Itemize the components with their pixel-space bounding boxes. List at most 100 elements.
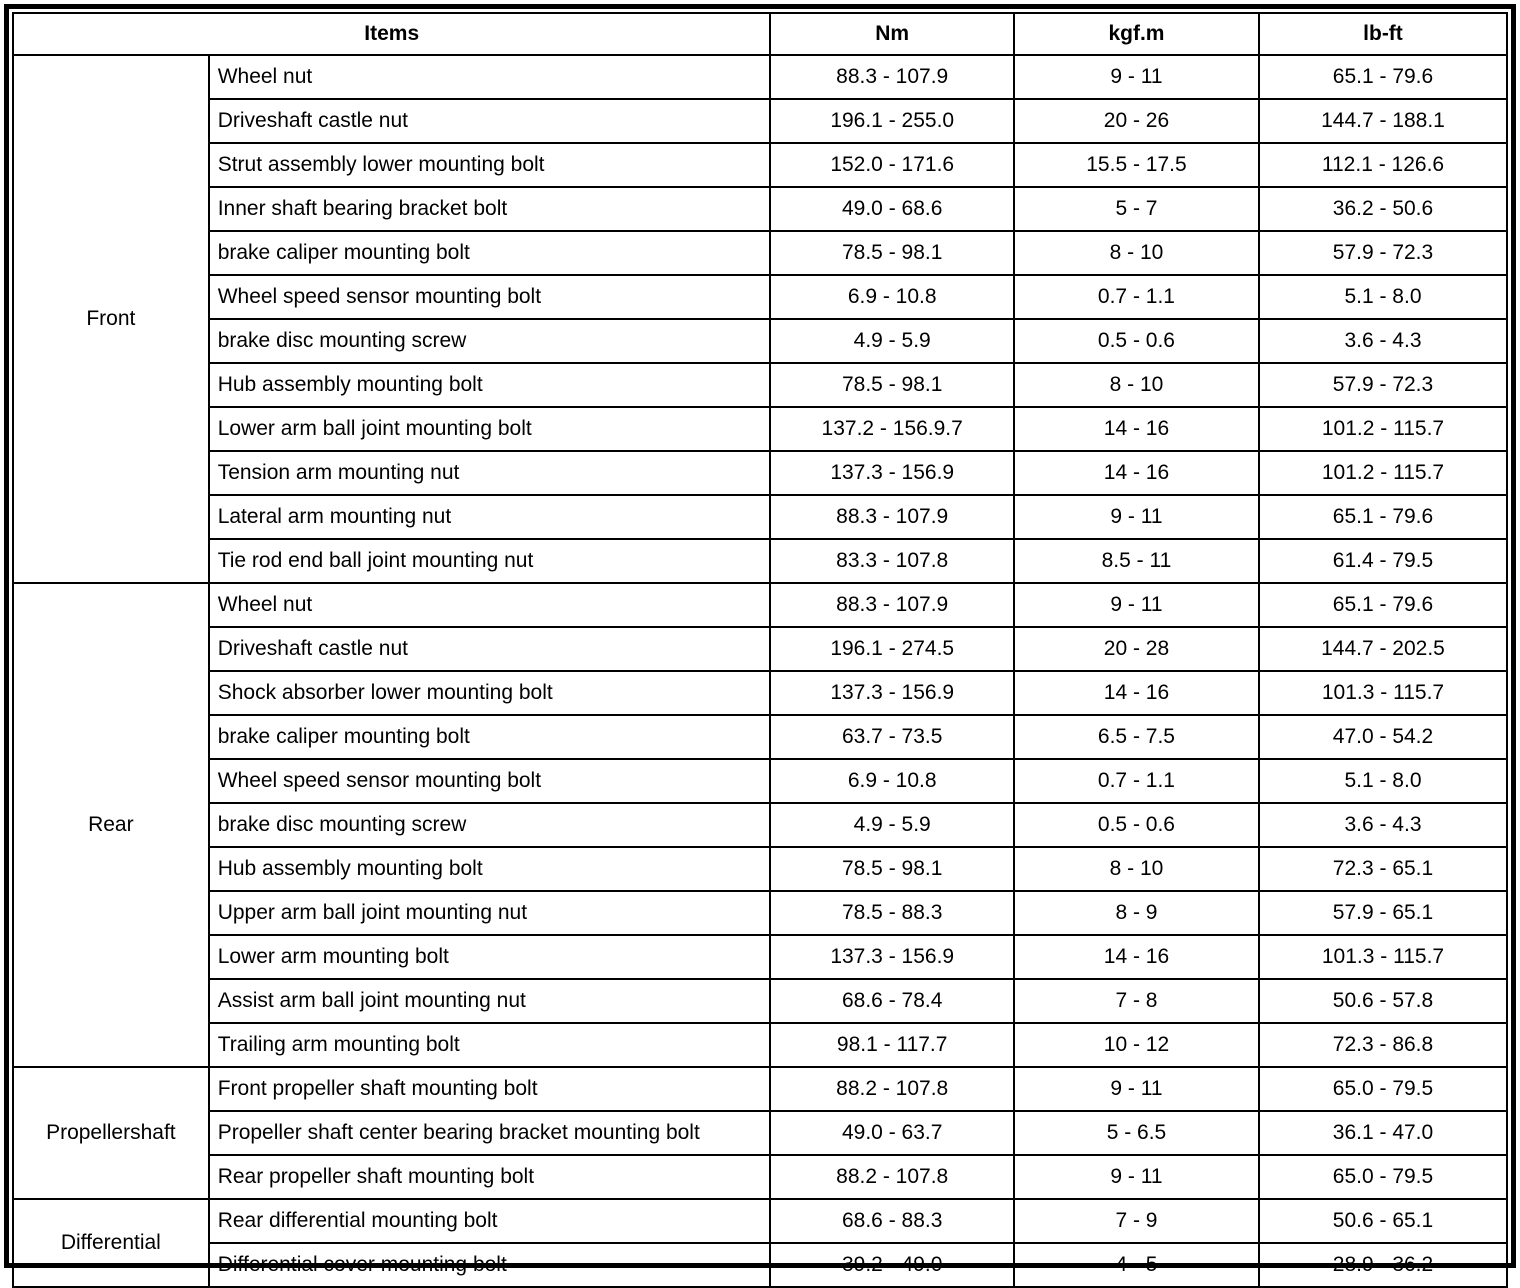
- lbft-value-cell: 61.4 - 79.5: [1257, 538, 1509, 584]
- nm-value-cell: 6.9 - 10.8: [769, 758, 1015, 804]
- item-cell: brake disc mounting screw: [207, 802, 772, 848]
- nm-value-cell: 88.2 - 107.8: [769, 1066, 1015, 1112]
- item-cell: Driveshaft castle nut: [207, 98, 772, 144]
- kgfm-value-cell: 20 - 28: [1012, 626, 1260, 672]
- item-cell: Propeller shaft center bearing bracket m…: [207, 1110, 772, 1156]
- lbft-value-cell: 36.1 - 47.0: [1257, 1110, 1509, 1156]
- table-row: Lateral arm mounting nut 88.3 - 107.9 9 - …: [13, 494, 1509, 540]
- item-cell: Tie rod end ball joint mounting nut: [207, 538, 772, 584]
- kgfm-value-cell: 7 - 8: [1012, 978, 1260, 1024]
- item-cell: brake disc mounting screw: [207, 318, 772, 364]
- nm-value-cell: 4.9 - 5.9: [769, 802, 1015, 848]
- lbft-value-cell: 65.1 - 79.6: [1257, 494, 1509, 540]
- nm-value-cell: 88.3 - 107.9: [769, 494, 1015, 540]
- nm-value-cell: 137.3 - 156.9: [769, 934, 1015, 980]
- kgfm-value-cell: 0.5 - 0.6: [1012, 318, 1260, 364]
- item-cell: Driveshaft castle nut: [207, 626, 772, 672]
- table-row: Trailing arm mounting bolt 98.1 - 117.7 10…: [13, 1022, 1509, 1068]
- lbft-value-cell: 47.0 - 54.2: [1257, 714, 1509, 760]
- item-cell: Rear propeller shaft mounting bolt: [207, 1154, 772, 1200]
- table-row: Driveshaft castle nut 196.1 - 255.0 20 - 2…: [13, 98, 1509, 144]
- kgfm-value-cell: 14 - 16: [1012, 450, 1260, 496]
- lbft-value-cell: 144.7 - 202.5: [1257, 626, 1509, 672]
- kgfm-value-cell: 9 - 11: [1012, 54, 1260, 100]
- table-row: Driveshaft castle nut 196.1 - 274.5 20 - 2…: [13, 626, 1509, 672]
- table-row: Shock absorber lower mounting bolt 137.3 …: [13, 670, 1509, 716]
- item-cell: Strut assembly lower mounting bolt: [207, 142, 772, 188]
- nm-value-cell: 68.6 - 78.4: [769, 978, 1015, 1024]
- kgfm-value-cell: 7 - 9: [1012, 1198, 1260, 1244]
- lbft-value-cell: 65.1 - 79.6: [1257, 54, 1509, 100]
- lbft-value-cell: 57.9 - 65.1: [1257, 890, 1509, 936]
- table-row: Rear propeller shaft mounting bolt 88.2 -…: [13, 1154, 1509, 1200]
- lbft-value-cell: 101.2 - 115.7: [1257, 450, 1509, 496]
- item-cell: Lateral arm mounting nut: [207, 494, 772, 540]
- nm-value-cell: 98.1 - 117.7: [769, 1022, 1015, 1068]
- item-cell: Rear differential mounting bolt: [207, 1198, 772, 1244]
- nm-value-cell: 39.2 - 49.0: [769, 1242, 1015, 1288]
- lbft-value-cell: 65.1 - 79.6: [1257, 582, 1509, 628]
- column-header-kgfm: kgf.m: [1012, 12, 1260, 56]
- torque-spec-table: Items Nm kgf.m lb-ft Front Wheel nut 88.3 …: [11, 12, 1509, 1288]
- lbft-value-cell: 3.6 - 4.3: [1257, 318, 1509, 364]
- lbft-value-cell: 144.7 - 188.1: [1257, 98, 1509, 144]
- kgfm-value-cell: 0.7 - 1.1: [1012, 274, 1260, 320]
- kgfm-value-cell: 8 - 10: [1012, 362, 1260, 408]
- table-row: Wheel speed sensor mounting bolt 6.9 - 10…: [13, 758, 1509, 804]
- header-row: Items Nm kgf.m lb-ft: [11, 12, 1509, 56]
- kgfm-value-cell: 8 - 10: [1012, 846, 1260, 892]
- table-row: Assist arm ball joint mounting nut 68.6 -…: [13, 978, 1509, 1024]
- item-cell: Wheel speed sensor mounting bolt: [207, 758, 772, 804]
- table-row: Hub assembly mounting bolt 78.5 - 98.1 8 -…: [13, 846, 1509, 892]
- item-cell: brake caliper mounting bolt: [207, 714, 772, 760]
- table-row: brake disc mounting screw 4.9 - 5.9 0.5 - …: [13, 802, 1509, 848]
- nm-value-cell: 88.3 - 107.9: [769, 54, 1015, 100]
- lbft-value-cell: 72.3 - 86.8: [1257, 1022, 1509, 1068]
- item-cell: Front propeller shaft mounting bolt: [207, 1066, 772, 1112]
- kgfm-value-cell: 0.5 - 0.6: [1012, 802, 1260, 848]
- kgfm-value-cell: 8 - 10: [1012, 230, 1260, 276]
- kgfm-value-cell: 10 - 12: [1012, 1022, 1260, 1068]
- lbft-value-cell: 57.9 - 72.3: [1257, 230, 1509, 276]
- lbft-value-cell: 3.6 - 4.3: [1257, 802, 1509, 848]
- table-row: Wheel speed sensor mounting bolt 6.9 - 10…: [13, 274, 1509, 320]
- lbft-value-cell: 112.1 - 126.6: [1257, 142, 1509, 188]
- kgfm-value-cell: 9 - 11: [1012, 582, 1260, 628]
- kgfm-value-cell: 8 - 9: [1012, 890, 1260, 936]
- kgfm-value-cell: 20 - 26: [1012, 98, 1260, 144]
- group-cell: Differential: [12, 1198, 210, 1288]
- group-cell: Rear: [12, 582, 210, 1068]
- table-row: Tie rod end ball joint mounting nut 83.3 …: [13, 538, 1509, 584]
- item-cell: brake caliper mounting bolt: [207, 230, 772, 276]
- kgfm-value-cell: 6.5 - 7.5: [1012, 714, 1260, 760]
- nm-value-cell: 137.2 - 156.9.7: [769, 406, 1015, 452]
- item-cell: Wheel nut: [207, 582, 772, 628]
- column-header-items: Items: [11, 12, 772, 56]
- item-cell: Wheel speed sensor mounting bolt: [207, 274, 772, 320]
- table-row: Strut assembly lower mounting bolt 152.0 …: [13, 142, 1509, 188]
- table-row: brake caliper mounting bolt 63.7 - 73.5 6.…: [13, 714, 1509, 760]
- item-cell: Lower arm ball joint mounting bolt: [207, 406, 772, 452]
- kgfm-value-cell: 8.5 - 11: [1012, 538, 1260, 584]
- kgfm-value-cell: 9 - 11: [1012, 494, 1260, 540]
- nm-value-cell: 78.5 - 88.3: [769, 890, 1015, 936]
- kgfm-value-cell: 14 - 16: [1012, 670, 1260, 716]
- kgfm-value-cell: 14 - 16: [1012, 934, 1260, 980]
- kgfm-value-cell: 9 - 11: [1012, 1066, 1260, 1112]
- nm-value-cell: 49.0 - 63.7: [769, 1110, 1015, 1156]
- table-row: Hub assembly mounting bolt 78.5 - 98.1 8 -…: [13, 362, 1509, 408]
- item-cell: Inner shaft bearing bracket bolt: [207, 186, 772, 232]
- nm-value-cell: 68.6 - 88.3: [769, 1198, 1015, 1244]
- kgfm-value-cell: 5 - 7: [1012, 186, 1260, 232]
- lbft-value-cell: 5.1 - 8.0: [1257, 274, 1509, 320]
- nm-value-cell: 137.3 - 156.9: [769, 450, 1015, 496]
- lbft-value-cell: 36.2 - 50.6: [1257, 186, 1509, 232]
- table-row: Front Wheel nut 88.3 - 107.9 9 - 11 65.1 - 7…: [12, 54, 1509, 584]
- item-cell: Trailing arm mounting bolt: [207, 1022, 772, 1068]
- table-row: Differential cover mounting bolt 39.2 - 4…: [13, 1242, 1509, 1288]
- nm-value-cell: 152.0 - 171.6: [769, 142, 1015, 188]
- table-row: Propellershaft Front propeller shaft moun…: [12, 1066, 1509, 1200]
- item-cell: Differential cover mounting bolt: [207, 1242, 772, 1288]
- nm-value-cell: 63.7 - 73.5: [769, 714, 1015, 760]
- table-row: brake caliper mounting bolt 78.5 - 98.1 8 …: [13, 230, 1509, 276]
